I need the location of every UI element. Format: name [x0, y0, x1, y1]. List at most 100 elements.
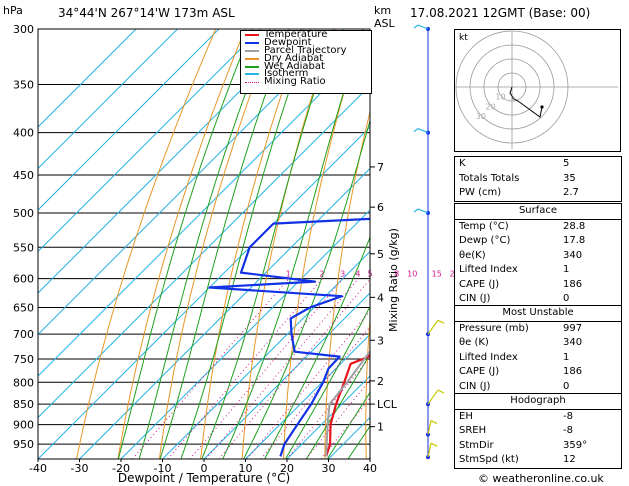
temp-tick-label: -20 — [112, 462, 130, 475]
pressure-tick-label: 900 — [13, 419, 34, 432]
pressure-tick-label: 450 — [13, 169, 34, 182]
surface-key: Lifted Index — [459, 264, 518, 275]
most-unstable-value: 0 — [563, 380, 570, 392]
height-tick-label: 5 — [377, 248, 384, 261]
hodograph-row: StmSpd (kt) 12 — [455, 453, 621, 468]
hodograph-ring-label: 10 — [495, 93, 505, 102]
pressure-tick-label: 600 — [13, 273, 34, 286]
wet-adiabat — [138, 29, 271, 459]
isotherm-line — [120, 209, 370, 459]
hodograph-value: 12 — [563, 454, 576, 465]
mixing-ratio-axis-label: Mixing Ratio (g/kg) — [387, 228, 400, 332]
surface-row: θe(K) 340 — [455, 249, 621, 264]
index-key: PW (cm) — [459, 187, 502, 198]
temp-tick-label: 40 — [363, 462, 377, 475]
legend-item: Parcel Trajectory — [241, 44, 371, 56]
mixing-ratio-label: 10 — [407, 270, 417, 279]
legend-label: Wet Adiabat — [264, 60, 325, 72]
surface-row: Temp (°C) 28.8 — [455, 218, 621, 235]
wind-barb — [417, 208, 429, 214]
hodograph-key: StmDir — [459, 439, 494, 451]
height-unit-asl: ASL — [374, 17, 395, 30]
height-unit-km: km — [374, 4, 392, 17]
hodograph-key: SREH — [459, 425, 487, 436]
wind-barb-flag — [413, 128, 419, 133]
surface-value: 186 — [563, 278, 583, 290]
legend-label: Isotherm — [264, 68, 309, 80]
wet-adiabat — [159, 29, 290, 459]
hodograph-table: Hodograph EH -8 SREH -8 StmDir 359° StmSpd (kt… — [454, 393, 622, 469]
hodograph-ring-label: 30 — [476, 112, 486, 121]
mixing-ratio-label: 15 — [432, 270, 442, 279]
legend-swatch — [245, 65, 259, 68]
most-unstable-key: CAPE (J) — [459, 366, 500, 377]
hodograph-storm-dot — [511, 96, 515, 100]
mixing-ratio-line — [189, 278, 344, 459]
most-unstable-value: 186 — [563, 366, 583, 377]
pressure-tick-label: 950 — [13, 438, 34, 451]
wind-barb-flag — [413, 24, 419, 29]
legend-label: Parcel Trajectory — [264, 44, 347, 56]
hodograph-value: 359° — [563, 439, 588, 451]
most-unstable-row: CIN (J) 0 — [455, 380, 621, 395]
wind-barb-flag — [413, 208, 419, 213]
surface-row: Lifted Index 1 — [455, 263, 621, 278]
mixing-ratio-label: 8 — [394, 270, 399, 279]
datetime-title: 17.08.2021 12GMT (Base: 00) — [410, 6, 591, 20]
wind-barb — [427, 420, 432, 435]
legend-item: Dry Adiabat — [241, 53, 371, 63]
surface-key: CIN (J) — [459, 293, 491, 304]
plot-area — [38, 29, 370, 459]
most-unstable-row: Lifted Index 1 — [455, 351, 621, 366]
copyright: © weatheronline.co.uk — [478, 472, 604, 485]
surface-value: 17.8 — [563, 235, 586, 246]
isotherm-line — [203, 292, 370, 459]
mixing-ratio-label: 2 — [319, 270, 324, 279]
hodograph-frame — [454, 29, 621, 152]
most-unstable-value: 340 — [563, 337, 583, 348]
dry-adiabat — [365, 314, 370, 459]
index-row: PW (cm) 2.7 — [455, 186, 621, 201]
wet-adiabat — [180, 29, 312, 459]
temp-tick-label: 10 — [239, 462, 253, 475]
legend-item: Temperature — [241, 29, 371, 40]
temp-tick-label: -10 — [154, 462, 172, 475]
isotherm-line — [79, 167, 370, 459]
height-tick-label: 3 — [377, 334, 384, 347]
temp-tick-label: 0 — [201, 462, 208, 475]
surface-table: Surface Temp (°C) 28.8 Dewp (°C) 17.8 θe(K) 3… — [454, 203, 622, 308]
hodograph-unit: kt — [459, 33, 468, 43]
isotherm-line — [38, 43, 370, 377]
hodograph-table-title: Hodograph — [510, 395, 566, 406]
wind-barb — [427, 443, 432, 458]
wind-barb — [427, 389, 439, 405]
isotherm-line — [38, 84, 370, 419]
index-value: 5 — [563, 158, 570, 169]
legend-label: Temperature — [264, 29, 328, 40]
wind-barb-flag — [430, 420, 438, 425]
height-tick-label: 1 — [377, 421, 384, 434]
isotherm-line — [38, 29, 261, 253]
hodograph-row: EH -8 — [455, 408, 621, 425]
legend-item: Mixing Ratio — [241, 77, 371, 87]
location-title: 34°44'N 267°14'W 173m ASL — [58, 6, 235, 20]
wind-barb-flag — [430, 442, 438, 447]
wind-barb — [427, 319, 439, 335]
index-key: K — [459, 158, 466, 169]
hodograph-key: EH — [459, 410, 473, 422]
wet-adiabat — [222, 29, 364, 459]
surface-value: 28.8 — [563, 220, 586, 232]
surface-key: Temp (°C) — [459, 220, 509, 232]
wet-adiabat — [201, 29, 336, 459]
temp-tick-label: 20 — [280, 462, 294, 475]
surface-value: 340 — [563, 249, 583, 261]
isotherm-line — [38, 29, 344, 336]
height-tick-label: 6 — [377, 201, 384, 214]
hodograph-key: StmSpd (kt) — [459, 454, 519, 465]
legend-swatch — [245, 49, 259, 52]
index-key: Totals Totals — [459, 172, 520, 184]
most-unstable-key: Lifted Index — [459, 351, 518, 363]
